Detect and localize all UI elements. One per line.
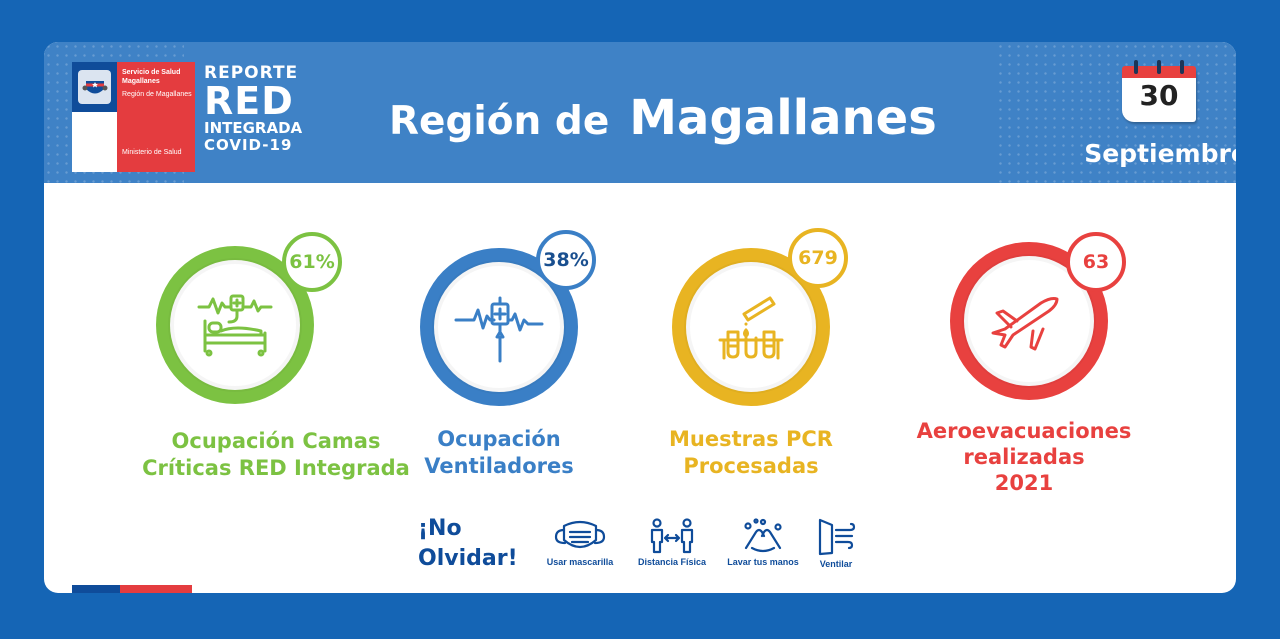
tip-handwash: Lavar tus manos [720,518,806,567]
window-ventilate-icon [818,518,856,556]
date-day: 30 [1139,79,1179,112]
calendar-ring [1180,60,1184,74]
hospital-bed-icon [197,294,273,357]
tip-distance-label: Distancia Física [637,557,707,567]
reminder-line-1: ¡No [418,516,462,541]
test-tubes-icon [718,296,784,360]
beds-label: Ocupación Camas Críticas RED Integrada [116,428,436,482]
pcr-label-line-1: Muestras PCR [669,427,833,451]
banner-dots-right [996,42,1236,183]
pcr-value: 679 [798,247,838,269]
tip-ventilate: Ventilar [806,518,866,569]
health-service-logo: Servicio de Salud Magallanes Región de M… [72,62,195,172]
pcr-value-badge: 679 [788,228,848,288]
report-card: Servicio de Salud Magallanes Región de M… [44,42,1236,593]
beds-value: 61% [289,251,335,273]
report-heading: REPORTE RED INTEGRADA COVID-19 [204,64,302,154]
ventilator-icon [454,296,544,363]
logo-blue-block [72,62,117,112]
face-mask-icon [554,520,606,549]
ventilators-label-line-2: Ventiladores [424,454,574,478]
aeroevacuations-label: Aeroevacuaciones realizadas 2021 [889,418,1159,496]
logo-ministry-name: Ministerio de Salud [122,149,182,156]
beds-label-line-2: Críticas RED Integrada [142,456,410,480]
ventilators-label: Ocupación Ventiladores [379,426,619,480]
footer-flag-red [120,585,192,593]
hand-washing-icon [744,518,782,553]
chile-coat-of-arms-icon [78,70,111,104]
pcr-label: Muestras PCR Procesadas [631,426,871,480]
tip-distance: Distancia Física [628,518,716,567]
aeroevacuations-label-line-1: Aeroevacuaciones [916,419,1132,443]
pcr-ring-inner [686,262,816,392]
logo-red-block: Servicio de Salud Magallanes Región de M… [117,62,195,172]
logo-region-name: Región de Magallanes [122,91,192,98]
calendar-ring [1157,60,1161,74]
header-banner: Servicio de Salud Magallanes Región de M… [44,42,1236,183]
calendar-icon: 30 [1118,60,1200,124]
date-month: Septiembre [1084,139,1236,168]
logo-service-name: Servicio de Salud Magallanes [122,69,181,85]
aeroevacuations-label-line-2: realizadas [963,445,1085,469]
report-line-3: INTEGRADA [204,119,303,137]
tip-mask: Usar mascarilla [538,518,622,567]
calendar-ring [1134,60,1138,74]
tip-handwash-label: Lavar tus manos [727,557,799,567]
beds-ring-inner [170,260,300,390]
pcr-ring [672,248,830,406]
tip-mask-label: Usar mascarilla [546,557,614,567]
page-title: Región de Magallanes [389,90,937,146]
aeroevacuations-value-badge: 63 [1066,232,1126,292]
beds-label-line-1: Ocupación Camas [171,429,381,453]
reminder-heading: ¡No Olvidar! [418,514,518,574]
ventilators-ring-inner [434,262,564,392]
report-line-4: COVID-19 [204,136,293,154]
aeroevacuations-value: 63 [1082,251,1110,273]
ventilators-value: 38% [543,249,589,271]
beds-value-badge: 61% [282,232,342,292]
tip-ventilate-label: Ventilar [819,559,853,569]
title-prefix: Región de [389,99,610,144]
physical-distance-icon [650,518,694,554]
title-main: Magallanes [629,90,937,146]
pcr-label-line-2: Procesadas [683,454,819,478]
report-line-1: REPORTE [204,63,299,83]
ventilators-value-badge: 38% [536,230,596,290]
report-line-2: RED [204,79,294,123]
footer-flag-blue [72,585,120,593]
airplane-icon [991,297,1059,351]
reminder-line-2: Olvidar! [418,546,518,571]
ventilators-label-line-1: Ocupación [437,427,561,451]
aeroevacuations-label-line-3: 2021 [994,471,1054,495]
